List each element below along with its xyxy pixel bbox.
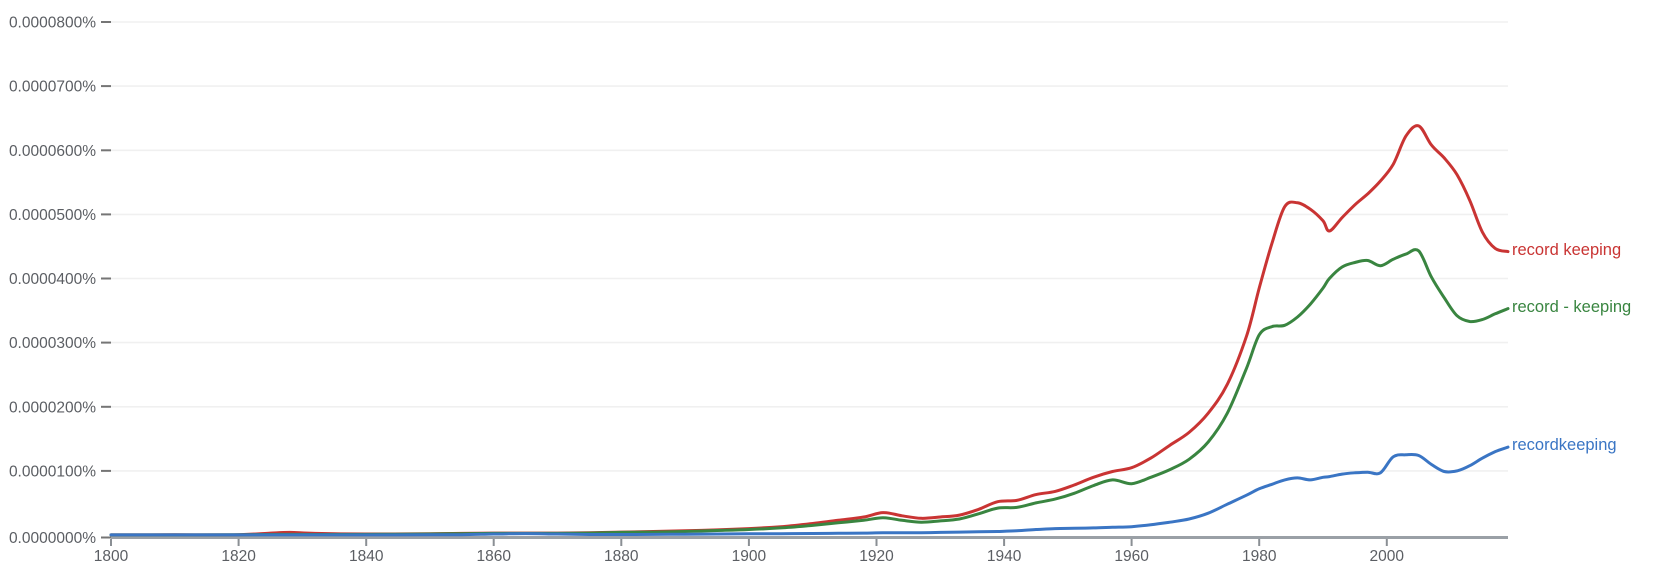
y-axis-tick-label: 0.0000800% bbox=[9, 15, 96, 32]
y-axis-tick-label: 0.0000100% bbox=[9, 463, 96, 480]
x-axis-tick-label: 1940 bbox=[987, 548, 1022, 565]
series-line-record-keeping[interactable] bbox=[109, 248, 1510, 537]
x-axis-tick-label: 1840 bbox=[349, 548, 384, 565]
y-axis-tick-label: 0.0000500% bbox=[9, 207, 96, 224]
x-axis-tick-label: 1860 bbox=[476, 548, 511, 565]
x-axis-tick-label: 1800 bbox=[94, 548, 129, 565]
x-axis-tick-label: 1820 bbox=[221, 548, 256, 565]
series-label-recordkeeping[interactable]: recordkeeping bbox=[1512, 436, 1617, 455]
y-axis-tick-label: 0.0000300% bbox=[9, 335, 96, 352]
y-axis-tick-label: 0.0000200% bbox=[9, 399, 96, 416]
y-axis-tick-label: 0.0000600% bbox=[9, 143, 96, 160]
x-axis-tick-label: 1980 bbox=[1242, 548, 1277, 565]
y-axis-tick-label: 0.0000400% bbox=[9, 271, 96, 288]
y-axis-tick-label: 0.0000700% bbox=[9, 79, 96, 96]
y-axis-tick-label: 0.0000000% bbox=[9, 530, 96, 547]
series-line-record-keeping[interactable] bbox=[109, 124, 1510, 537]
x-axis-tick-label: 1920 bbox=[859, 548, 894, 565]
series-line-recordkeeping[interactable] bbox=[109, 445, 1510, 537]
series-label-record-hyphen-keeping[interactable]: record - keeping bbox=[1512, 297, 1632, 316]
x-axis-tick-label: 1960 bbox=[1114, 548, 1149, 565]
x-axis-tick-label: 1880 bbox=[604, 548, 639, 565]
x-axis-tick-label: 1900 bbox=[732, 548, 767, 565]
series-label-record-keeping[interactable]: record keeping bbox=[1512, 240, 1622, 259]
x-axis-tick-label: 2000 bbox=[1370, 548, 1405, 565]
